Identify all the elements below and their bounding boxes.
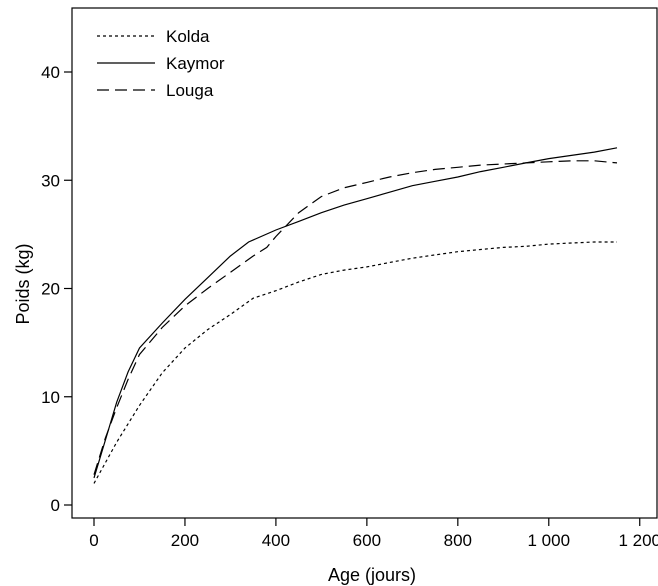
legend: Kolda Kaymor Louga xyxy=(97,27,225,100)
x-tick-label: 0 xyxy=(89,531,98,550)
y-tick-label: 40 xyxy=(41,63,60,82)
legend-label-kaymor: Kaymor xyxy=(166,54,225,73)
legend-label-louga: Louga xyxy=(166,81,214,100)
x-tick-label: 400 xyxy=(262,531,290,550)
x-tick-label: 1 200 xyxy=(618,531,658,550)
series-layer xyxy=(93,147,618,484)
x-tick-label: 1 000 xyxy=(528,531,571,550)
plot-frame xyxy=(71,7,658,519)
y-tick-label: 30 xyxy=(41,171,60,190)
series-line-kolda xyxy=(93,241,617,484)
x-axis-title: Age (jours) xyxy=(328,565,416,585)
series-line-kaymor xyxy=(93,147,618,479)
y-tick-label: 0 xyxy=(51,496,60,515)
x-tick-label: 200 xyxy=(171,531,199,550)
x-axis: 0 200 400 600 800 1 000 1 200 xyxy=(89,518,658,550)
y-tick-label: 20 xyxy=(41,280,60,299)
legend-label-kolda: Kolda xyxy=(166,27,210,46)
y-tick-label: 10 xyxy=(41,388,60,407)
plot-border xyxy=(71,7,658,519)
x-tick-label: 600 xyxy=(353,531,381,550)
y-axis-title: Poids (kg) xyxy=(13,243,33,324)
x-tick-label: 800 xyxy=(444,531,472,550)
series-line-louga xyxy=(93,160,618,475)
y-axis: 0 10 20 30 40 xyxy=(41,63,72,515)
